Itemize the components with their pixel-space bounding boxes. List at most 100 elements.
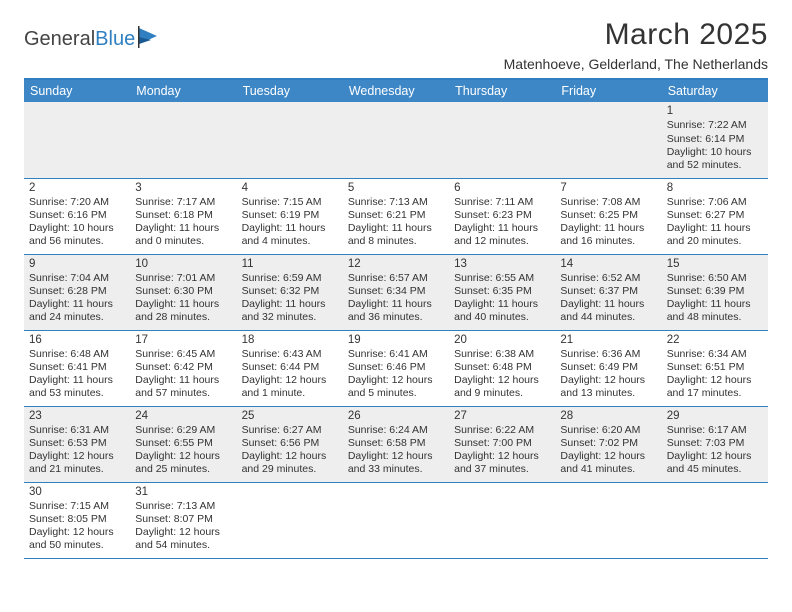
calendar-cell: 2Sunrise: 7:20 AMSunset: 6:16 PMDaylight… <box>24 178 130 254</box>
daylight-line: Daylight: 11 hours and 0 minutes. <box>135 222 231 248</box>
sunset-line: Sunset: 6:28 PM <box>29 285 125 298</box>
sunrise-line: Sunrise: 6:59 AM <box>242 272 338 285</box>
sunrise-line: Sunrise: 7:06 AM <box>667 196 763 209</box>
daylight-line: Daylight: 12 hours and 1 minute. <box>242 374 338 400</box>
calendar-cell <box>555 482 661 558</box>
sunrise-line: Sunrise: 6:24 AM <box>348 424 444 437</box>
sunrise-line: Sunrise: 6:50 AM <box>667 272 763 285</box>
daylight-line: Daylight: 11 hours and 32 minutes. <box>242 298 338 324</box>
sunset-line: Sunset: 8:07 PM <box>135 513 231 526</box>
day-number: 1 <box>667 104 763 118</box>
daylight-line: Daylight: 12 hours and 21 minutes. <box>29 450 125 476</box>
calendar-cell <box>237 482 343 558</box>
sunset-line: Sunset: 6:37 PM <box>560 285 656 298</box>
calendar-cell: 26Sunrise: 6:24 AMSunset: 6:58 PMDayligh… <box>343 406 449 482</box>
calendar-cell: 6Sunrise: 7:11 AMSunset: 6:23 PMDaylight… <box>449 178 555 254</box>
sunrise-line: Sunrise: 7:15 AM <box>29 500 125 513</box>
calendar-cell: 9Sunrise: 7:04 AMSunset: 6:28 PMDaylight… <box>24 254 130 330</box>
day-number: 4 <box>242 181 338 195</box>
daylight-line: Daylight: 11 hours and 20 minutes. <box>667 222 763 248</box>
logo-text-1: General <box>24 28 95 51</box>
sunset-line: Sunset: 6:16 PM <box>29 209 125 222</box>
calendar-cell: 14Sunrise: 6:52 AMSunset: 6:37 PMDayligh… <box>555 254 661 330</box>
sunset-line: Sunset: 6:21 PM <box>348 209 444 222</box>
dayname-sunday: Sunday <box>24 79 130 102</box>
sunset-line: Sunset: 6:35 PM <box>454 285 550 298</box>
calendar-cell <box>449 102 555 178</box>
daylight-line: Daylight: 12 hours and 13 minutes. <box>560 374 656 400</box>
day-number: 18 <box>242 333 338 347</box>
sunset-line: Sunset: 6:55 PM <box>135 437 231 450</box>
sunrise-line: Sunrise: 6:22 AM <box>454 424 550 437</box>
sunset-line: Sunset: 6:14 PM <box>667 133 763 146</box>
calendar-cell: 12Sunrise: 6:57 AMSunset: 6:34 PMDayligh… <box>343 254 449 330</box>
day-number: 7 <box>560 181 656 195</box>
daylight-line: Daylight: 11 hours and 8 minutes. <box>348 222 444 248</box>
dayname-wednesday: Wednesday <box>343 79 449 102</box>
calendar-cell: 24Sunrise: 6:29 AMSunset: 6:55 PMDayligh… <box>130 406 236 482</box>
daylight-line: Daylight: 10 hours and 52 minutes. <box>667 146 763 172</box>
daylight-line: Daylight: 12 hours and 37 minutes. <box>454 450 550 476</box>
calendar-cell: 7Sunrise: 7:08 AMSunset: 6:25 PMDaylight… <box>555 178 661 254</box>
day-number: 10 <box>135 257 231 271</box>
sunset-line: Sunset: 6:32 PM <box>242 285 338 298</box>
daylight-line: Daylight: 12 hours and 17 minutes. <box>667 374 763 400</box>
day-number: 17 <box>135 333 231 347</box>
calendar-cell: 22Sunrise: 6:34 AMSunset: 6:51 PMDayligh… <box>662 330 768 406</box>
sunrise-line: Sunrise: 6:57 AM <box>348 272 444 285</box>
sunset-line: Sunset: 6:23 PM <box>454 209 550 222</box>
calendar-body: 1Sunrise: 7:22 AMSunset: 6:14 PMDaylight… <box>24 102 768 558</box>
sunrise-line: Sunrise: 7:13 AM <box>348 196 444 209</box>
day-number: 12 <box>348 257 444 271</box>
daylight-line: Daylight: 12 hours and 50 minutes. <box>29 526 125 552</box>
calendar-cell: 25Sunrise: 6:27 AMSunset: 6:56 PMDayligh… <box>237 406 343 482</box>
calendar-cell: 5Sunrise: 7:13 AMSunset: 6:21 PMDaylight… <box>343 178 449 254</box>
daylight-line: Daylight: 11 hours and 57 minutes. <box>135 374 231 400</box>
calendar-cell: 31Sunrise: 7:13 AMSunset: 8:07 PMDayligh… <box>130 482 236 558</box>
sunrise-line: Sunrise: 6:45 AM <box>135 348 231 361</box>
calendar-row: 1Sunrise: 7:22 AMSunset: 6:14 PMDaylight… <box>24 102 768 178</box>
daylight-line: Daylight: 11 hours and 40 minutes. <box>454 298 550 324</box>
sunset-line: Sunset: 6:39 PM <box>667 285 763 298</box>
calendar-cell: 3Sunrise: 7:17 AMSunset: 6:18 PMDaylight… <box>130 178 236 254</box>
sunrise-line: Sunrise: 6:29 AM <box>135 424 231 437</box>
sunset-line: Sunset: 6:19 PM <box>242 209 338 222</box>
daylight-line: Daylight: 12 hours and 25 minutes. <box>135 450 231 476</box>
sunrise-line: Sunrise: 6:36 AM <box>560 348 656 361</box>
sunset-line: Sunset: 6:44 PM <box>242 361 338 374</box>
sunset-line: Sunset: 6:58 PM <box>348 437 444 450</box>
calendar-cell: 27Sunrise: 6:22 AMSunset: 7:00 PMDayligh… <box>449 406 555 482</box>
calendar-row: 23Sunrise: 6:31 AMSunset: 6:53 PMDayligh… <box>24 406 768 482</box>
calendar-cell: 18Sunrise: 6:43 AMSunset: 6:44 PMDayligh… <box>237 330 343 406</box>
sunrise-line: Sunrise: 6:20 AM <box>560 424 656 437</box>
calendar-cell: 30Sunrise: 7:15 AMSunset: 8:05 PMDayligh… <box>24 482 130 558</box>
day-number: 5 <box>348 181 444 195</box>
sunrise-line: Sunrise: 7:04 AM <box>29 272 125 285</box>
day-number: 14 <box>560 257 656 271</box>
sunset-line: Sunset: 6:49 PM <box>560 361 656 374</box>
sunrise-line: Sunrise: 6:48 AM <box>29 348 125 361</box>
daylight-line: Daylight: 11 hours and 44 minutes. <box>560 298 656 324</box>
page-subtitle: Matenhoeve, Gelderland, The Netherlands <box>504 56 768 72</box>
sunset-line: Sunset: 6:25 PM <box>560 209 656 222</box>
sunrise-line: Sunrise: 6:55 AM <box>454 272 550 285</box>
calendar-cell: 20Sunrise: 6:38 AMSunset: 6:48 PMDayligh… <box>449 330 555 406</box>
sunrise-line: Sunrise: 7:20 AM <box>29 196 125 209</box>
daylight-line: Daylight: 12 hours and 54 minutes. <box>135 526 231 552</box>
calendar-cell <box>237 102 343 178</box>
dayname-row: Sunday Monday Tuesday Wednesday Thursday… <box>24 79 768 102</box>
sunset-line: Sunset: 7:00 PM <box>454 437 550 450</box>
calendar-cell: 10Sunrise: 7:01 AMSunset: 6:30 PMDayligh… <box>130 254 236 330</box>
sunset-line: Sunset: 6:56 PM <box>242 437 338 450</box>
calendar-cell: 29Sunrise: 6:17 AMSunset: 7:03 PMDayligh… <box>662 406 768 482</box>
sunset-line: Sunset: 8:05 PM <box>29 513 125 526</box>
day-number: 15 <box>667 257 763 271</box>
sunrise-line: Sunrise: 6:17 AM <box>667 424 763 437</box>
sunset-line: Sunset: 6:53 PM <box>29 437 125 450</box>
sunrise-line: Sunrise: 7:17 AM <box>135 196 231 209</box>
daylight-line: Daylight: 12 hours and 9 minutes. <box>454 374 550 400</box>
calendar-cell <box>343 102 449 178</box>
sunrise-line: Sunrise: 7:15 AM <box>242 196 338 209</box>
calendar-cell: 28Sunrise: 6:20 AMSunset: 7:02 PMDayligh… <box>555 406 661 482</box>
day-number: 22 <box>667 333 763 347</box>
